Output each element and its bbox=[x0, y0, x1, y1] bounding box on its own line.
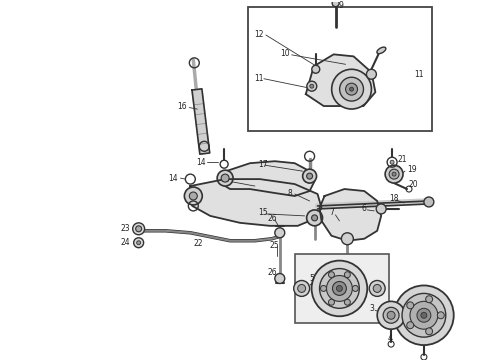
Circle shape bbox=[320, 285, 326, 291]
Circle shape bbox=[369, 280, 385, 296]
Circle shape bbox=[217, 170, 233, 186]
Circle shape bbox=[373, 284, 381, 292]
Circle shape bbox=[377, 301, 405, 329]
Circle shape bbox=[184, 187, 202, 205]
Circle shape bbox=[424, 197, 434, 207]
Circle shape bbox=[367, 69, 376, 79]
Bar bbox=[248, 7, 432, 131]
Circle shape bbox=[389, 169, 399, 179]
Circle shape bbox=[410, 301, 438, 329]
Text: 7: 7 bbox=[329, 208, 334, 217]
Circle shape bbox=[421, 312, 427, 318]
Circle shape bbox=[332, 69, 371, 109]
Circle shape bbox=[312, 261, 367, 316]
Circle shape bbox=[307, 173, 313, 179]
Text: 17: 17 bbox=[258, 160, 268, 169]
Circle shape bbox=[352, 285, 358, 291]
Text: 1: 1 bbox=[439, 314, 443, 323]
Circle shape bbox=[402, 293, 446, 337]
Text: 18: 18 bbox=[389, 194, 399, 203]
Text: 11: 11 bbox=[414, 70, 423, 79]
Circle shape bbox=[136, 226, 142, 232]
Text: 25: 25 bbox=[270, 241, 279, 250]
Circle shape bbox=[307, 81, 317, 91]
Text: 20: 20 bbox=[409, 180, 418, 189]
Text: 26: 26 bbox=[268, 214, 277, 223]
Text: 6: 6 bbox=[361, 204, 366, 213]
Polygon shape bbox=[192, 89, 210, 154]
Text: 21: 21 bbox=[397, 155, 407, 164]
Circle shape bbox=[407, 322, 414, 329]
Circle shape bbox=[345, 83, 358, 95]
Circle shape bbox=[312, 215, 318, 221]
Text: 19: 19 bbox=[407, 165, 416, 174]
Polygon shape bbox=[188, 179, 321, 226]
Circle shape bbox=[137, 241, 141, 245]
Text: 24: 24 bbox=[121, 238, 130, 247]
Circle shape bbox=[326, 275, 352, 301]
Text: 23: 23 bbox=[121, 224, 130, 233]
Ellipse shape bbox=[377, 47, 386, 54]
Polygon shape bbox=[319, 189, 381, 241]
Circle shape bbox=[383, 307, 399, 323]
Text: 10: 10 bbox=[280, 49, 290, 58]
Circle shape bbox=[275, 228, 285, 238]
Circle shape bbox=[342, 233, 353, 245]
Circle shape bbox=[328, 299, 335, 305]
Circle shape bbox=[332, 282, 346, 296]
Polygon shape bbox=[306, 54, 375, 106]
Circle shape bbox=[332, 0, 339, 7]
Text: 9: 9 bbox=[339, 1, 343, 10]
Circle shape bbox=[294, 280, 310, 296]
Circle shape bbox=[385, 165, 403, 183]
Circle shape bbox=[426, 296, 433, 303]
Text: 22: 22 bbox=[194, 239, 203, 248]
Circle shape bbox=[303, 169, 317, 183]
Circle shape bbox=[394, 285, 454, 345]
Circle shape bbox=[340, 77, 364, 101]
Text: 14: 14 bbox=[196, 158, 206, 167]
Circle shape bbox=[344, 272, 350, 278]
Text: 8: 8 bbox=[288, 189, 293, 198]
Circle shape bbox=[390, 160, 394, 164]
Circle shape bbox=[426, 328, 433, 335]
Text: 14: 14 bbox=[169, 174, 178, 183]
Circle shape bbox=[407, 302, 414, 309]
Circle shape bbox=[189, 192, 197, 200]
Text: 4: 4 bbox=[387, 334, 392, 343]
Circle shape bbox=[337, 285, 343, 291]
Text: 2: 2 bbox=[386, 316, 391, 325]
Text: 11: 11 bbox=[254, 74, 264, 83]
Circle shape bbox=[328, 272, 335, 278]
Circle shape bbox=[307, 210, 322, 226]
Text: 3: 3 bbox=[369, 304, 374, 313]
Text: 26: 26 bbox=[268, 268, 277, 277]
Circle shape bbox=[319, 269, 359, 308]
Text: 5: 5 bbox=[310, 274, 315, 283]
Text: 12: 12 bbox=[254, 31, 264, 40]
Text: 13: 13 bbox=[220, 175, 230, 184]
Circle shape bbox=[376, 204, 386, 214]
Circle shape bbox=[310, 84, 314, 88]
Circle shape bbox=[392, 172, 396, 176]
Polygon shape bbox=[220, 161, 315, 196]
Circle shape bbox=[134, 238, 144, 248]
Circle shape bbox=[133, 223, 145, 235]
Circle shape bbox=[437, 312, 444, 319]
Circle shape bbox=[298, 284, 306, 292]
Circle shape bbox=[344, 299, 350, 305]
Circle shape bbox=[275, 274, 285, 283]
Circle shape bbox=[221, 174, 229, 182]
Circle shape bbox=[349, 87, 354, 91]
Circle shape bbox=[417, 308, 431, 322]
Circle shape bbox=[312, 65, 320, 73]
Circle shape bbox=[387, 311, 395, 319]
Text: 15: 15 bbox=[258, 208, 268, 217]
Bar bbox=[294, 254, 389, 323]
Text: 16: 16 bbox=[177, 102, 187, 111]
